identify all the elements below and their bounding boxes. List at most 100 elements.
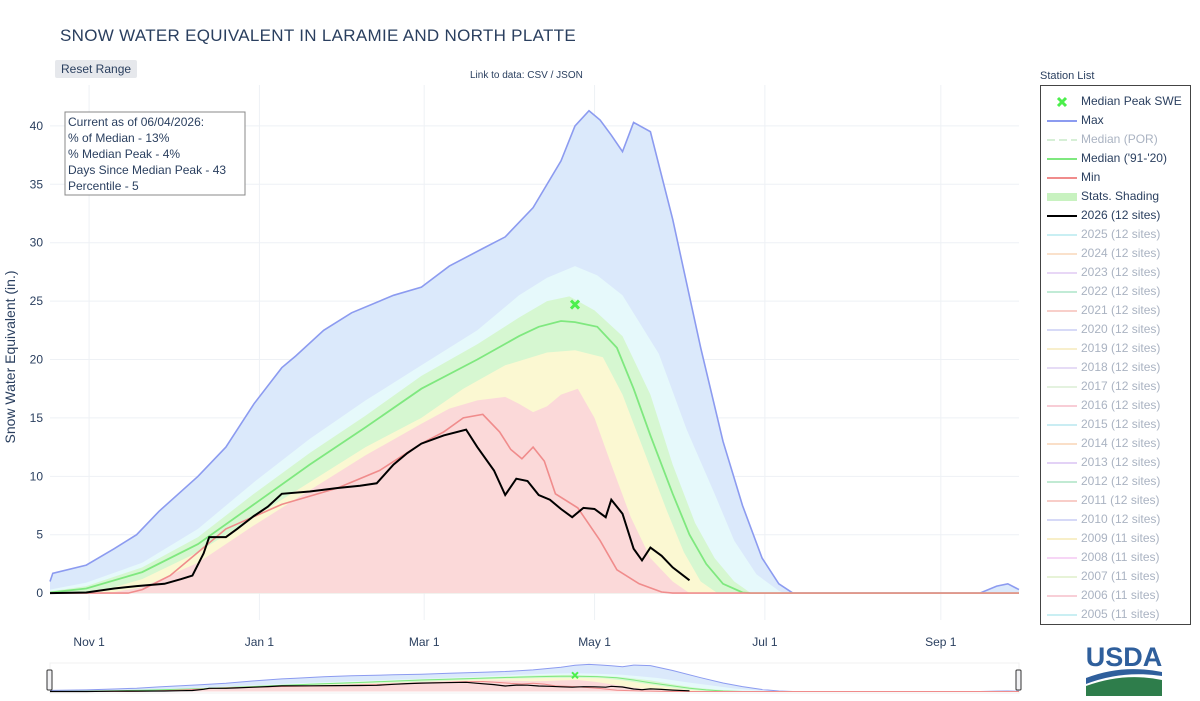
range-slider-right-handle[interactable] bbox=[1015, 669, 1022, 691]
legend-item[interactable]: 2007 (11 sites) bbox=[1041, 567, 1190, 586]
legend-item-label: 2019 (12 sites) bbox=[1081, 341, 1161, 355]
legend-item[interactable]: 2006 (11 sites) bbox=[1041, 586, 1190, 605]
legend-item[interactable]: 2018 (12 sites) bbox=[1041, 358, 1190, 377]
legend-item-label: Min bbox=[1081, 170, 1101, 184]
legend-item-label: 2013 (12 sites) bbox=[1081, 455, 1161, 469]
csv-link[interactable]: CSV bbox=[527, 70, 548, 81]
page-title: SNOW WATER EQUIVALENT IN LARAMIE AND NOR… bbox=[60, 26, 576, 45]
legend-symbol-icon bbox=[1047, 193, 1077, 201]
range-slider[interactable] bbox=[46, 662, 1022, 694]
legend-item-label: Stats. Shading bbox=[1081, 189, 1160, 203]
legend-symbol-icon bbox=[1047, 405, 1077, 407]
legend-item[interactable]: 2020 (12 sites) bbox=[1041, 320, 1190, 339]
info-line: Days Since Median Peak - 43 bbox=[68, 163, 226, 177]
legend-item[interactable]: 2023 (12 sites) bbox=[1041, 263, 1190, 282]
legend-item-label: Median Peak SWE bbox=[1081, 94, 1182, 108]
legend-item-label: 2023 (12 sites) bbox=[1081, 265, 1161, 279]
y-tick-label: 30 bbox=[30, 236, 44, 250]
legend-item-label: 2021 (12 sites) bbox=[1081, 303, 1161, 317]
legend-symbol-icon bbox=[1047, 595, 1077, 597]
legend-symbol-icon bbox=[1047, 139, 1077, 141]
legend-item-label: 2015 (12 sites) bbox=[1081, 417, 1161, 431]
legend-item[interactable]: 2016 (12 sites) bbox=[1041, 396, 1190, 415]
legend-symbol-icon bbox=[1047, 576, 1077, 578]
legend-item[interactable]: 2011 (12 sites) bbox=[1041, 491, 1190, 510]
legend-symbol-icon bbox=[1047, 367, 1077, 369]
legend-symbol-icon bbox=[1047, 538, 1077, 540]
legend-symbol-icon bbox=[1047, 177, 1077, 179]
y-tick-label: 10 bbox=[30, 469, 44, 483]
legend-symbol-icon bbox=[1047, 120, 1077, 122]
range-slider-left-handle[interactable] bbox=[46, 669, 53, 691]
y-tick-label: 35 bbox=[30, 177, 44, 191]
legend-symbol-icon bbox=[1047, 519, 1077, 521]
legend-symbol-icon bbox=[1056, 96, 1068, 108]
legend-symbol-icon bbox=[1047, 500, 1077, 502]
usda-logo-text: USDA bbox=[1086, 642, 1163, 672]
legend-symbol-icon bbox=[1047, 481, 1077, 483]
legend-item-label: 2012 (12 sites) bbox=[1081, 474, 1161, 488]
legend-symbol-icon bbox=[1047, 215, 1077, 217]
legend-item[interactable]: 2021 (12 sites) bbox=[1041, 301, 1190, 320]
median-line bbox=[49, 320, 1019, 594]
x-tick-label: Jan 1 bbox=[245, 635, 275, 649]
legend-item[interactable]: 2008 (11 sites) bbox=[1041, 548, 1190, 567]
median-peak-marker bbox=[569, 299, 581, 310]
legend-item[interactable]: 2017 (12 sites) bbox=[1041, 377, 1190, 396]
legend-item-label: 2006 (11 sites) bbox=[1081, 588, 1160, 602]
y-tick-label: 5 bbox=[36, 528, 43, 542]
legend-item[interactable]: 2013 (12 sites) bbox=[1041, 453, 1190, 472]
x-tick-label: Nov 1 bbox=[73, 635, 105, 649]
legend-item[interactable]: 2019 (12 sites) bbox=[1041, 339, 1190, 358]
legend-item-label: 2010 (12 sites) bbox=[1081, 512, 1161, 526]
slider-peak-marker bbox=[571, 671, 579, 680]
legend-item[interactable]: Median Peak SWE bbox=[1041, 92, 1190, 111]
legend-title: Station List bbox=[1040, 70, 1095, 82]
legend-item[interactable]: 2025 (12 sites) bbox=[1041, 225, 1190, 244]
legend-item[interactable]: 2014 (12 sites) bbox=[1041, 434, 1190, 453]
legend-symbol-icon bbox=[1047, 253, 1077, 255]
legend-item-label: 2022 (12 sites) bbox=[1081, 284, 1161, 298]
y-tick-label: 15 bbox=[30, 411, 44, 425]
legend-symbol-icon bbox=[1047, 291, 1077, 293]
legend-item-label: 2018 (12 sites) bbox=[1081, 360, 1161, 374]
legend-item[interactable]: 2012 (12 sites) bbox=[1041, 472, 1190, 491]
info-line: Current as of 06/04/2026: bbox=[68, 115, 204, 129]
legend-item[interactable]: Median (POR) bbox=[1041, 130, 1190, 149]
legend-item[interactable]: 2026 (12 sites) bbox=[1041, 206, 1190, 225]
legend-item[interactable]: Median ('91-'20) bbox=[1041, 149, 1190, 168]
legend-symbol-icon bbox=[1047, 462, 1077, 464]
json-link[interactable]: JSON bbox=[556, 70, 583, 81]
legend-item[interactable]: 2005 (11 sites) bbox=[1041, 605, 1190, 624]
legend-item-label: 2026 (12 sites) bbox=[1081, 208, 1161, 222]
legend-symbol-icon bbox=[1047, 272, 1077, 274]
legend-item[interactable]: 2010 (12 sites) bbox=[1041, 510, 1190, 529]
slider-median-line bbox=[49, 675, 1019, 692]
legend-symbol-icon bbox=[1047, 329, 1077, 331]
legend-item[interactable]: Stats. Shading bbox=[1041, 187, 1190, 206]
info-box: Current as of 06/04/2026: % of Median - … bbox=[64, 111, 246, 196]
y-tick-label: 20 bbox=[30, 353, 44, 367]
slider-max-line bbox=[49, 663, 1020, 692]
legend-item-label: 2008 (11 sites) bbox=[1081, 550, 1160, 564]
legend-item[interactable]: 2009 (11 sites) bbox=[1041, 529, 1190, 548]
info-line: % of Median - 13% bbox=[68, 131, 170, 145]
current-year-line bbox=[49, 428, 691, 595]
legend-item[interactable]: 2024 (12 sites) bbox=[1041, 244, 1190, 263]
x-tick-label: Mar 1 bbox=[409, 635, 440, 649]
legend-item[interactable]: Max bbox=[1041, 111, 1190, 130]
legend-item[interactable]: Min bbox=[1041, 168, 1190, 187]
legend-item-label: 2017 (12 sites) bbox=[1081, 379, 1161, 393]
legend: Median Peak SWE Max Median (POR) Median ('9… bbox=[1040, 85, 1191, 625]
legend-symbol-icon bbox=[1047, 348, 1077, 350]
legend-item[interactable]: 2022 (12 sites) bbox=[1041, 282, 1190, 301]
reset-range-button[interactable]: Reset Range bbox=[55, 60, 138, 78]
slider-current-line bbox=[50, 681, 690, 693]
legend-symbol-icon bbox=[1047, 310, 1077, 312]
max-line bbox=[49, 109, 1020, 594]
legend-item[interactable]: 2015 (12 sites) bbox=[1041, 415, 1190, 434]
swe-chart[interactable]: Nov 1 Jan 1 Mar 1 May 1 Jul 1 Sep 1 0 5 10 15 20 2… bbox=[0, 0, 1040, 700]
x-tick-label: Jul 1 bbox=[752, 635, 778, 649]
info-line: % Median Peak - 4% bbox=[68, 147, 180, 161]
x-tick-label: Sep 1 bbox=[925, 635, 957, 649]
